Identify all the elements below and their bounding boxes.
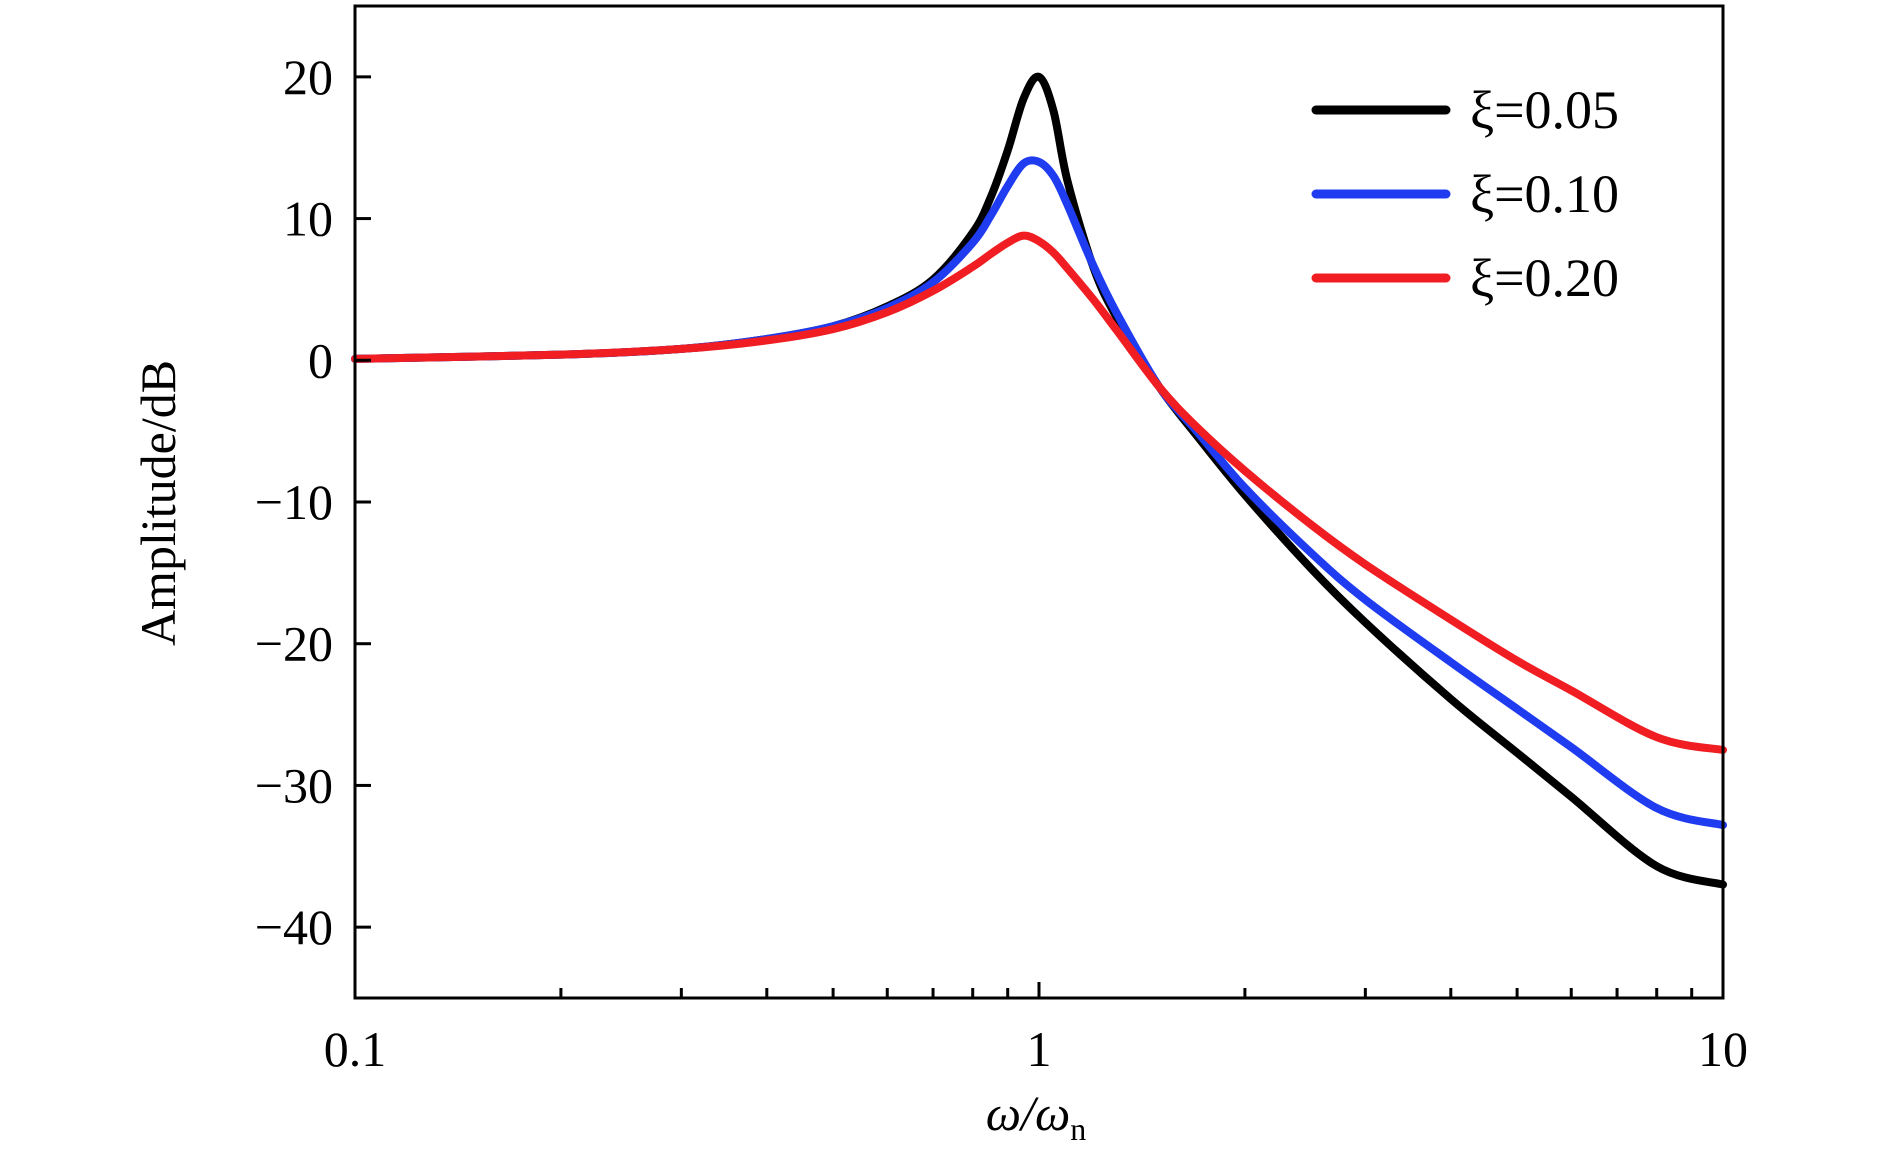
legend-label-3: ξ=0.20 — [1470, 248, 1619, 308]
plot-area — [351, 72, 1727, 889]
y-axis-title: Amplitude/dB — [130, 360, 186, 646]
y-tick-label: −30 — [255, 757, 333, 813]
y-tick-label: −20 — [255, 616, 333, 672]
x-axis-title-main: ω/ω — [986, 1085, 1071, 1141]
plot-frame — [353, 4, 1725, 1000]
legend-label-2: ξ=0.10 — [1470, 164, 1619, 224]
y-tick-label: −10 — [255, 474, 333, 530]
x-tick-label: 10 — [1698, 1021, 1748, 1077]
x-tick-label: 1 — [1027, 1021, 1052, 1077]
tick-labels: 20 10 0 −10 −20 −30 −40 0.1 1 10 — [255, 49, 1748, 1077]
x-tick-label: 0.1 — [324, 1021, 387, 1077]
legend: ξ=0.05 ξ=0.10 ξ=0.20 — [1311, 80, 1619, 308]
x-axis-title-subscript: n — [1070, 1111, 1086, 1147]
y-tick-label: 20 — [283, 49, 333, 105]
legend-label-1: ξ=0.05 — [1470, 80, 1619, 140]
y-tick-label: 0 — [308, 332, 333, 388]
series-line-3 — [351, 231, 1727, 754]
axis-ticks — [353, 75, 1725, 998]
y-tick-label: 10 — [283, 191, 333, 247]
y-tick-label: −40 — [255, 899, 333, 955]
x-axis-title: ω/ωn — [986, 1085, 1087, 1147]
